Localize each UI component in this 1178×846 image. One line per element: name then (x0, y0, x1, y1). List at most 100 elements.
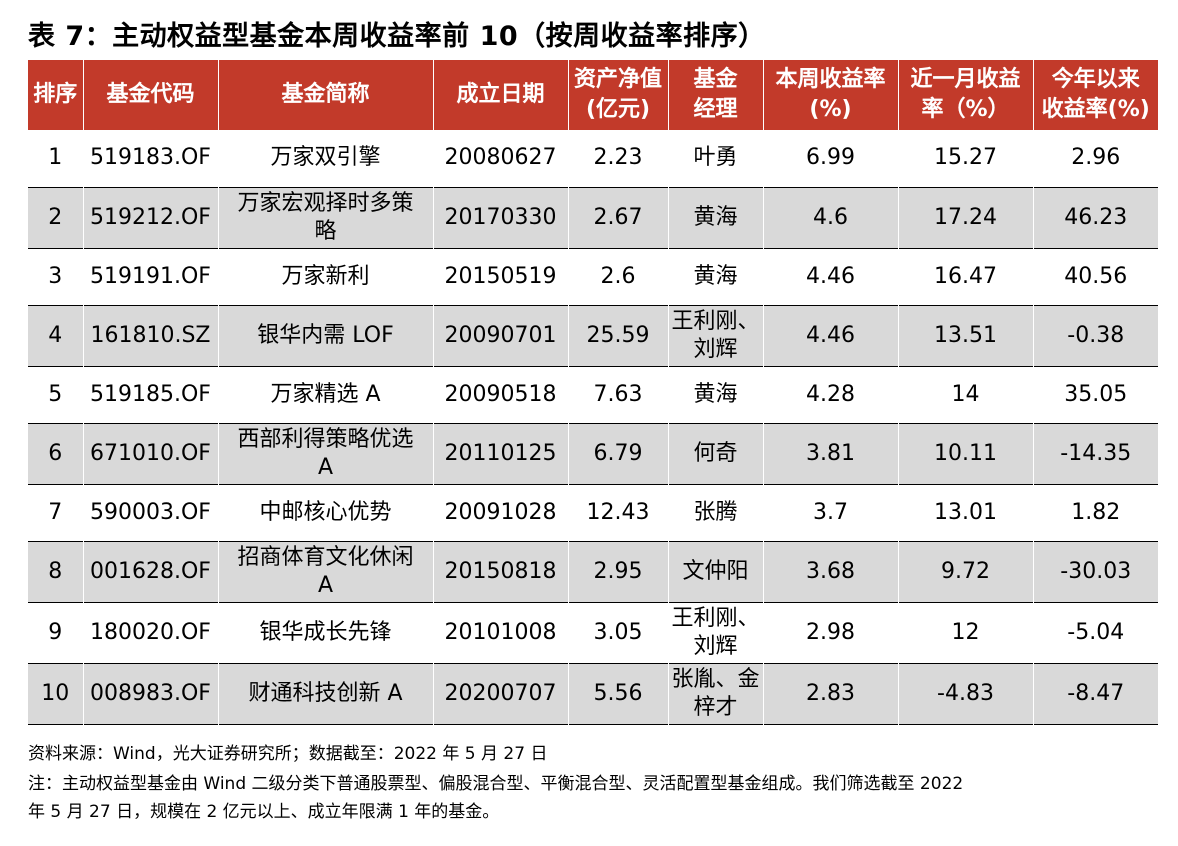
cell-code: 008983.OF (82, 663, 218, 724)
cell-manager: 张腾 (667, 484, 763, 541)
cell-rank: 4 (28, 305, 83, 366)
cell-code: 519185.OF (82, 366, 218, 423)
table-row: 1 519183.OF 万家双引擎 20080627 2.23 叶勇 6.99 15.27 2.… (28, 130, 1158, 187)
cell-date: 20170330 (432, 187, 568, 248)
cell-nav: 3.05 (567, 602, 668, 663)
cell-text: A (317, 572, 334, 598)
table-row: 7 590003.OF 中邮核心优势 20091028 12.43 张腾 3.7 13.01 1… (28, 484, 1158, 541)
header-label: 资产净值 (573, 67, 662, 92)
cell-nav: 2.6 (567, 248, 668, 305)
cell-month: 10.11 (897, 423, 1033, 484)
cell-code: 519212.OF (82, 187, 218, 248)
cell-text: 梓才 (693, 694, 738, 720)
table-body: 1 519183.OF 万家双引擎 20080627 2.23 叶勇 6.99 15.27 2.… (28, 130, 1158, 724)
header-label: 收益率(%) (1041, 97, 1150, 122)
cell-date: 20091028 (432, 484, 568, 541)
table-title: 表 7：主动权益型基金本周收益率前 10（按周收益率排序） (28, 21, 766, 52)
cell-manager: 黄海 (667, 366, 763, 423)
cell-text: 万家宏观择时多策 (237, 190, 414, 216)
remark-line-2: 年 5 月 27 日，规模在 2 亿元以上、成立年限满 1 年的基金。 (28, 802, 500, 822)
cell-text: 中邮核心优势 (259, 499, 392, 525)
cell-date: 20200707 (432, 663, 568, 724)
header-label: 基金 (693, 67, 738, 92)
cell-date: 20080627 (432, 130, 568, 187)
cell-month: 16.47 (897, 248, 1033, 305)
cell-ytd: 1.82 (1032, 484, 1158, 541)
cell-text: 银华成长先锋 (259, 619, 392, 645)
cell-week: 3.7 (762, 484, 898, 541)
fund-table: 排序 基金代码 基金简称 成立日期 资产净值 (亿元) 基金 经理 本周收益率 (%) 近一月收益率… (28, 60, 1158, 725)
table-row: 8 001628.OF 招商体育文化休闲 A 20150818 2.95 文仲阳 3.68 9.… (28, 541, 1158, 602)
cell-rank: 8 (28, 541, 83, 602)
cell-month: 15.27 (897, 130, 1033, 187)
header-manager: 基金 经理 (667, 60, 763, 130)
header-ytd-return: 今年以来收益率(%) (1032, 60, 1158, 130)
cell-text: 王利刚、 (671, 308, 760, 334)
cell-rank: 5 (48, 381, 63, 407)
table-row: 3 519191.OF 万家新利 20150519 2.6 黄海 4.46 16.47 40.5… (28, 248, 1158, 305)
cell-nav: 25.59 (567, 305, 668, 366)
cell-code: 180020.OF (82, 602, 218, 663)
cell-date: 20101008 (432, 602, 568, 663)
table-header-row: 排序 基金代码 基金简称 成立日期 资产净值 (亿元) 基金 经理 本周收益率 (%) 近一月收益率… (28, 60, 1158, 130)
cell-manager: 王利刚、 刘辉 (667, 305, 763, 366)
cell-text: 张胤、金 (671, 666, 760, 692)
cell-text: 叶勇 (693, 145, 738, 171)
cell-nav: 7.63 (567, 366, 668, 423)
cell-date: 20110125 (432, 423, 568, 484)
cell-rank: 6 (28, 423, 83, 484)
header-week-return: 本周收益率 (%) (762, 60, 898, 130)
header-label: 率（%） (921, 97, 1010, 122)
cell-text: 略 (314, 218, 337, 244)
cell-week: 4.46 (762, 305, 898, 366)
cell-rank: 2 (28, 187, 83, 248)
header-label: 基金简称 (281, 82, 370, 107)
cell-manager: 何奇 (667, 423, 763, 484)
cell-text: 黄海 (693, 204, 738, 230)
cell-text: 银华内需 LOF (257, 322, 394, 348)
header-label: 排序 (33, 82, 78, 107)
cell-text: 刘辉 (693, 336, 738, 362)
header-label: 基金代码 (106, 82, 195, 107)
cell-name: 万家新利 (217, 248, 433, 305)
cell-week: 4.6 (762, 187, 898, 248)
cell-name: 招商体育文化休闲 A (217, 541, 433, 602)
cell-name: 财通科技创新 A (217, 663, 433, 724)
cell-date: 20150519 (432, 248, 568, 305)
source-note: 资料来源：Wind，光大证券研究所；数据截至：2022 年 5 月 27 日 (28, 744, 548, 764)
header-label: 今年以来 (1051, 67, 1140, 92)
cell-month: 14 (897, 366, 1033, 423)
cell-nav: 2.67 (567, 187, 668, 248)
table-row: 6 671010.OF 西部利得策略优选 A 20110125 6.79 何奇 3.81 10.… (28, 423, 1158, 484)
cell-manager: 王利刚、 刘辉 (667, 602, 763, 663)
fund-table-container: 排序 基金代码 基金简称 成立日期 资产净值 (亿元) 基金 经理 本周收益率 (%) 近一月收益率… (28, 60, 1158, 725)
header-rank: 排序 (28, 60, 83, 130)
cell-text: 万家新利 (281, 263, 370, 289)
cell-nav: 5.56 (567, 663, 668, 724)
cell-manager: 文仲阳 (667, 541, 763, 602)
cell-manager: 黄海 (667, 248, 763, 305)
cell-code: 001628.OF (82, 541, 218, 602)
cell-text: 文仲阳 (682, 558, 749, 584)
header-label: (%) (809, 97, 852, 122)
cell-week: 2.83 (762, 663, 898, 724)
table-row: 2 519212.OF 万家宏观择时多策略 20170330 2.67 黄海 4.6 17.2… (28, 187, 1158, 248)
cell-manager: 叶勇 (667, 130, 763, 187)
remark-line-1: 注：主动权益型基金由 Wind 二级分类下普通股票型、偏股混合型、平衡混合型、灵… (28, 774, 964, 794)
header-label: 成立日期 (456, 82, 545, 107)
cell-code: 519191.OF (82, 248, 218, 305)
cell-date: 20090518 (432, 366, 568, 423)
header-nav: 资产净值 (亿元) (567, 60, 668, 130)
cell-text: A (317, 454, 334, 480)
table-row: 9 180020.OF 银华成长先锋 20101008 3.05 王利刚、 刘辉 2.98 12… (28, 602, 1158, 663)
cell-month: 9.72 (897, 541, 1033, 602)
cell-ytd: -30.03 (1032, 541, 1158, 602)
cell-rank: 1 (48, 145, 63, 171)
cell-code: 590003.OF (82, 484, 218, 541)
cell-rank: 7 (48, 499, 63, 525)
cell-text: 西部利得策略优选 (237, 426, 414, 452)
header-label: 本周收益率 (775, 67, 886, 92)
cell-name: 万家宏观择时多策略 (217, 187, 433, 248)
cell-text: 万家双引擎 (270, 145, 381, 171)
cell-ytd: 2.96 (1032, 130, 1158, 187)
